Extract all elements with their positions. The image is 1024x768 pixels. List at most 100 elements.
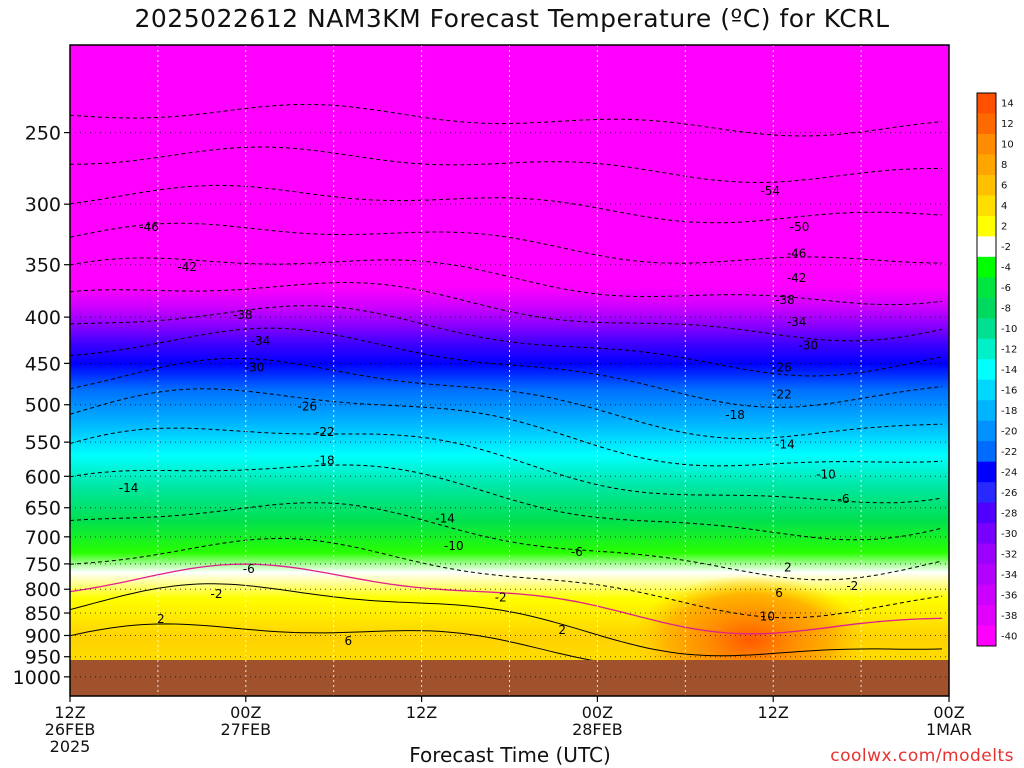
colorbar-swatch	[977, 297, 996, 319]
y-tick-label: 700	[25, 527, 61, 549]
colorbar-label: -30	[1001, 529, 1017, 540]
isotherm-line	[70, 222, 942, 264]
colorbar-label: 4	[1001, 201, 1007, 212]
y-axis: 2503003504004505005506006507007508008509…	[13, 123, 70, 689]
colorbar-label: -22	[1001, 447, 1017, 458]
isotherm-label: -14	[775, 437, 795, 451]
x-tick-label: 27FEB	[220, 720, 271, 739]
colorbar-swatch	[977, 338, 996, 360]
isotherm-label: -26	[772, 361, 792, 375]
colorbar-swatch	[977, 482, 996, 504]
isotherm-label: -54	[760, 184, 780, 198]
isotherm-line	[70, 388, 943, 467]
plot-frame	[69, 44, 950, 697]
colorbar-label: 8	[1001, 160, 1007, 171]
colorbar-label: -28	[1001, 508, 1017, 519]
colorbar: 14 12 10 8 6 4 2 -2 -4 -6 -8 -10 -12 -14 -16 -18 -20 -22 -…	[976, 92, 1017, 647]
colorbar-label: -32	[1001, 549, 1017, 560]
x-tick-label: 28FEB	[572, 720, 623, 739]
colorbar-frame	[976, 92, 997, 647]
y-tick-label: 450	[25, 353, 61, 375]
x-tick-label: 12Z	[758, 703, 789, 722]
isotherm-label: -18	[725, 408, 745, 422]
isotherm-label: -14	[435, 511, 455, 525]
y-tick-label: 800	[25, 579, 61, 601]
isotherm-label: -38	[775, 293, 795, 307]
isotherm-label: 2	[157, 612, 165, 626]
x-tick-label: 26FEB	[45, 720, 96, 739]
isotherm-label: -10	[816, 467, 836, 481]
colorbar-swatch	[977, 400, 996, 422]
isotherm-line	[70, 257, 943, 306]
colorbar-swatch	[977, 154, 996, 176]
x-tick-label: 12Z	[406, 703, 437, 722]
isotherm-label: -22	[315, 425, 335, 439]
plot-area: -54-50-46-42-38-34-30-26-22-18-14-10-6-2…	[70, 45, 949, 696]
y-tick-label: 550	[25, 432, 61, 454]
isotherm-label: -2	[846, 579, 858, 593]
colorbar-label: 14	[1001, 99, 1014, 110]
colorbar-swatch	[977, 441, 996, 463]
isotherm-label: -14	[119, 481, 139, 495]
y-tick-label: 850	[25, 603, 61, 625]
isotherm-line	[70, 357, 943, 440]
isotherm-line	[70, 502, 943, 581]
grid-lines	[70, 45, 949, 696]
isotherm-label: 10	[760, 609, 775, 623]
isotherm-line	[70, 281, 943, 342]
isotherm-label: -34	[251, 334, 271, 348]
colorbar-label: 6	[1001, 181, 1007, 192]
y-tick-label: 900	[25, 625, 61, 647]
colorbar-label: 10	[1001, 140, 1014, 151]
colorbar-swatch	[977, 133, 996, 155]
isotherm-label: -30	[245, 361, 265, 375]
isotherm-line	[70, 327, 943, 408]
colorbar-label: -24	[1001, 467, 1017, 478]
isotherm-label: -2	[495, 590, 507, 604]
colorbar-label: 12	[1001, 119, 1014, 130]
isotherm-label: -30	[799, 339, 819, 353]
colorbar-swatch	[977, 564, 996, 586]
colorbar-label: -36	[1001, 590, 1017, 601]
colorbar-swatch	[977, 543, 996, 565]
colorbar-label: -26	[1001, 488, 1017, 499]
y-tick-label: 500	[25, 395, 61, 417]
colorbar-swatch	[977, 584, 996, 606]
colorbar-label: -2	[1001, 242, 1011, 253]
isotherm-label: -50	[790, 220, 810, 234]
colorbar-label: -14	[1001, 365, 1017, 376]
isotherm-line	[70, 427, 943, 504]
x-tick-label: 00Z	[933, 703, 964, 722]
colorbar-label: -20	[1001, 426, 1017, 437]
x-tick-label: 12Z	[54, 703, 85, 722]
y-tick-label: 650	[25, 498, 61, 520]
isotherm-label: -46	[787, 246, 807, 260]
isotherm-labels: -54-50-46-42-38-34-30-26-22-18-14-10-6-2…	[119, 184, 858, 648]
x-tick-label: 00Z	[230, 703, 261, 722]
y-tick-label: 400	[25, 307, 61, 329]
y-tick-label: 750	[25, 554, 61, 576]
isotherm-contours	[70, 104, 943, 672]
colorbar-swatch	[977, 625, 996, 647]
colorbar-swatch	[977, 523, 996, 545]
isotherm-label: 2	[784, 561, 792, 575]
isotherm-label: 2	[558, 623, 566, 637]
isotherm-label: -38	[233, 308, 253, 322]
isotherm-label: -46	[139, 220, 159, 234]
source-credit: coolwx.com/modelts	[830, 746, 1014, 766]
colorbar-label: -18	[1001, 406, 1017, 417]
isotherm-label: -10	[444, 539, 464, 553]
colorbar-swatch	[977, 359, 996, 381]
colorbar-swatch	[977, 236, 996, 258]
colorbar-label: -40	[1001, 631, 1017, 642]
colorbar-swatch	[977, 277, 996, 299]
colorbar-swatch	[977, 113, 996, 135]
isotherm-label: 6	[775, 586, 783, 600]
isotherm-label: -42	[177, 260, 197, 274]
colorbar-swatch	[977, 502, 996, 524]
isotherm-line	[70, 537, 943, 619]
colorbar-label: -16	[1001, 385, 1017, 396]
isotherm-label: -34	[787, 315, 807, 329]
